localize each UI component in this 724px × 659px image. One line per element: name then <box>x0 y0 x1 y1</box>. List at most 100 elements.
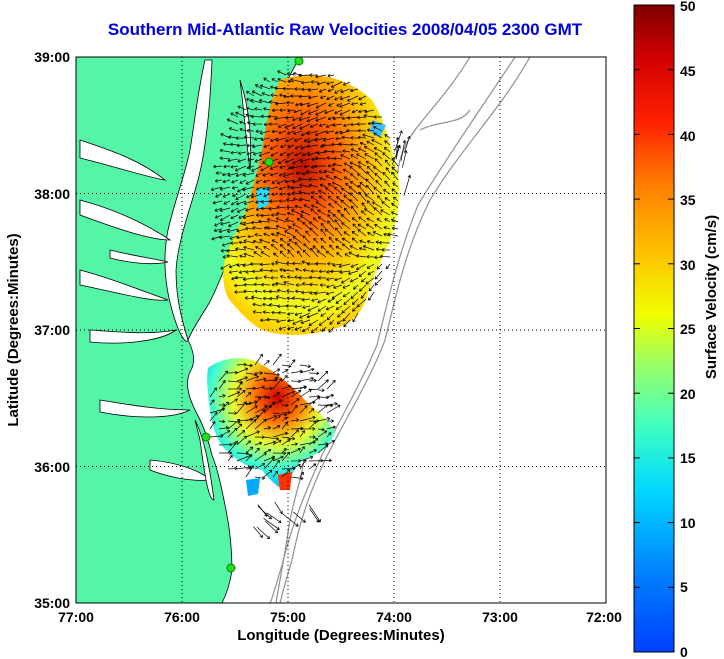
velocity-arrow <box>319 95 327 99</box>
velocity-arrow <box>317 430 328 438</box>
velocity-arrow <box>373 125 383 132</box>
x-tick-label: 72:00 <box>586 609 622 625</box>
velocity-arrow <box>359 239 367 244</box>
velocity-arrow <box>263 246 271 251</box>
velocity-arrow <box>263 386 273 391</box>
velocity-arrow <box>251 165 263 172</box>
velocity-arrow <box>278 186 287 191</box>
velocity-arrow <box>327 298 335 303</box>
colorbar-label: Surface Velocity (cm/s) <box>703 215 720 379</box>
velocity-arrow <box>325 123 335 129</box>
velocity-arrow <box>339 109 351 116</box>
velocity-arrow <box>272 459 280 470</box>
velocity-arrow <box>332 162 343 167</box>
velocity-arrow <box>262 289 271 294</box>
velocity-arrow <box>298 94 311 99</box>
colorbar-tick: 30 <box>680 257 696 273</box>
velocity-arrow <box>228 263 239 269</box>
velocity-arrow <box>384 197 391 202</box>
velocity-arrow <box>366 254 375 259</box>
velocity-arrow <box>342 312 351 322</box>
velocity-arrow <box>282 268 295 273</box>
velocity-arrow <box>270 137 279 143</box>
velocity-arrow <box>347 270 359 275</box>
velocity-arrow <box>226 118 239 125</box>
velocity-arrow <box>279 250 287 258</box>
velocity-arrow <box>260 318 271 323</box>
velocity-arrow <box>321 143 335 148</box>
velocity-arrow <box>341 135 351 140</box>
velocity-arrow <box>260 251 271 258</box>
velocity-arrow <box>263 193 271 198</box>
velocity-arrow <box>366 140 375 146</box>
velocity-arrow <box>246 143 255 148</box>
velocity-arrow <box>343 194 351 202</box>
velocity-arrow <box>242 186 255 192</box>
velocity-arrow <box>316 151 327 155</box>
velocity-arrow <box>246 151 255 156</box>
velocity-arrow <box>220 248 231 253</box>
velocity-arrow <box>219 214 231 221</box>
velocity-arrow <box>317 370 329 382</box>
velocity-arrow <box>371 139 383 146</box>
velocity-arrow <box>254 385 265 390</box>
velocity-arrow <box>272 431 288 438</box>
velocity-arrow <box>383 147 391 153</box>
velocity-arrow <box>279 237 287 244</box>
velocity-field-south <box>207 358 335 490</box>
velocity-arrow <box>218 401 230 414</box>
velocity-arrow <box>315 201 327 209</box>
velocity-arrow <box>290 78 303 83</box>
velocity-arrow <box>390 218 399 223</box>
velocity-arrow <box>331 149 343 154</box>
velocity-arrow <box>328 203 335 209</box>
velocity-arrow <box>335 136 343 141</box>
velocity-arrow <box>218 419 226 424</box>
velocity-arrow <box>282 172 295 178</box>
velocity-arrow <box>255 213 263 217</box>
velocity-arrow <box>315 109 327 116</box>
velocity-arrow <box>301 81 311 85</box>
velocity-arrow <box>357 173 367 181</box>
x-axis-ticks: 77:00 76:00 75:00 74:00 73:00 72:00 <box>58 609 622 625</box>
velocity-arrow <box>335 298 343 304</box>
velocity-arrow <box>357 184 367 195</box>
velocity-arrow <box>290 418 300 422</box>
velocity-arrow <box>263 401 275 414</box>
velocity-arrow <box>346 128 359 133</box>
velocity-arrow <box>332 116 343 121</box>
velocity-arrow <box>272 439 282 446</box>
velocity-arrow <box>236 200 247 206</box>
velocity-arrow <box>270 232 279 237</box>
velocity-arrow <box>275 281 287 286</box>
velocity-arrow <box>286 100 295 105</box>
velocity-arrow <box>221 242 231 247</box>
velocity-arrow <box>263 395 271 400</box>
velocity-arrow <box>299 102 311 107</box>
velocity-arrow <box>263 440 277 446</box>
velocity-arrow <box>254 377 267 382</box>
velocity-arrow <box>308 438 319 446</box>
velocity-arrow <box>294 204 303 209</box>
velocity-arrow <box>351 102 359 106</box>
velocity-arrow <box>384 134 391 139</box>
velocity-arrow <box>314 130 327 137</box>
velocity-arrow <box>290 359 296 366</box>
velocity-arrow <box>322 137 335 142</box>
velocity-arrow <box>326 402 338 406</box>
velocity-arrow <box>349 166 359 174</box>
velocity-arrow <box>266 226 279 230</box>
velocity-arrow <box>254 158 263 163</box>
velocity-arrow <box>299 364 311 369</box>
velocity-arrow <box>360 210 367 216</box>
velocity-arrow <box>230 112 239 118</box>
velocity-arrow <box>394 130 403 152</box>
velocity-arrow <box>356 254 367 258</box>
velocity-arrow <box>222 172 231 177</box>
velocity-arrow <box>316 250 327 258</box>
velocity-arrow <box>259 262 271 267</box>
velocity-arrow <box>268 206 279 211</box>
velocity-arrow <box>278 172 287 177</box>
velocity-arrow <box>359 284 367 292</box>
velocity-arrow <box>326 425 336 430</box>
